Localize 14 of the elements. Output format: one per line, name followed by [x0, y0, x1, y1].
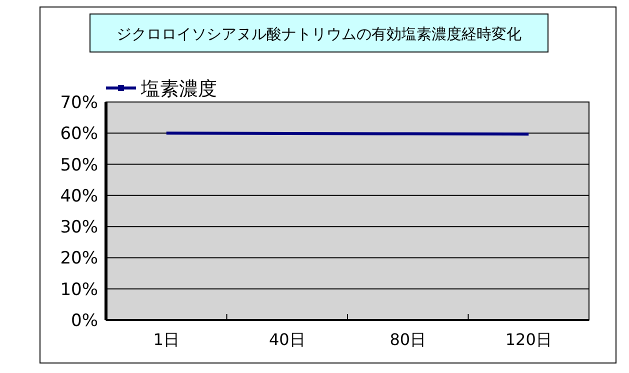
x-tick-label: 1日 — [153, 330, 180, 349]
y-tick-label: 60% — [60, 124, 98, 144]
chart-title: ジクロロイソシアヌル酸ナトリウムの有効塩素濃度経時変化 — [116, 25, 522, 43]
y-tick-label: 20% — [60, 248, 98, 269]
y-tick-label: 50% — [60, 155, 98, 176]
y-tick-label: 70% — [60, 93, 98, 113]
legend-label: 塩素濃度 — [140, 78, 217, 100]
x-tick-label: 120日 — [505, 330, 552, 349]
x-tick-label: 80日 — [390, 330, 426, 349]
y-tick-label: 30% — [60, 218, 98, 238]
y-tick-label: 10% — [60, 280, 98, 300]
x-tick-label: 40日 — [268, 330, 306, 349]
y-tick-label: 0% — [71, 311, 98, 331]
y-tick-label: 40% — [60, 186, 98, 206]
